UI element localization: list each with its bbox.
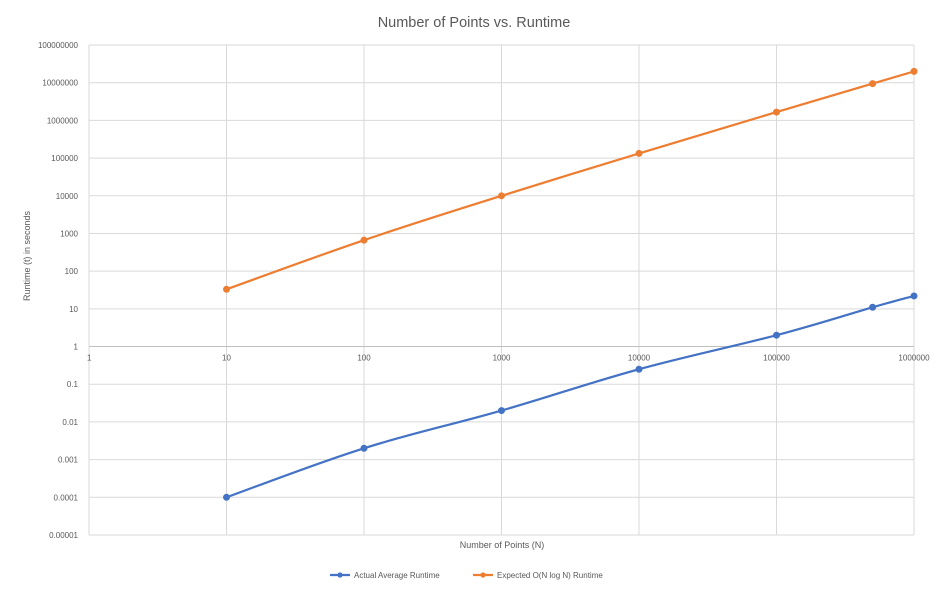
data-point	[223, 493, 230, 501]
data-point	[360, 444, 368, 452]
series-line	[225, 294, 916, 499]
series-0	[223, 292, 918, 501]
data-point	[635, 149, 643, 157]
y-tick-label: 0.001	[58, 456, 79, 465]
legend-item: Actual Average Runtime	[330, 571, 440, 580]
series-layer	[223, 67, 918, 501]
legend: Actual Average Runtime Expected O(N log N…	[330, 571, 603, 580]
y-axis-tick-labels: 0.00001 0.0001 0.001 0.01 0.1 1 10 100 1000 10000…	[38, 41, 79, 540]
data-point	[773, 331, 780, 339]
data-point	[498, 192, 505, 200]
y-tick-label: 1000000	[47, 116, 79, 125]
vertical-gridlines	[88, 45, 915, 535]
data-point	[910, 67, 918, 75]
y-tick-label: 10000000	[42, 79, 78, 88]
data-point	[910, 292, 918, 300]
y-tick-label: 0.00001	[49, 531, 78, 540]
y-tick-label: 0.01	[62, 418, 78, 427]
legend-swatch-marker	[337, 572, 343, 578]
data-point	[223, 285, 230, 293]
data-point	[498, 407, 505, 415]
data-point	[773, 108, 780, 116]
x-tick-label: 10000	[628, 354, 651, 363]
legend-item: Expected O(N log N) Runtime	[473, 571, 603, 580]
series-line	[225, 70, 916, 291]
x-axis-tick-labels: 1 10 100 1000 10000 100000 1000000	[87, 354, 930, 363]
x-tick-label: 1	[87, 354, 92, 363]
x-tick-label: 1000000	[898, 354, 930, 363]
y-tick-label: 100000	[51, 154, 78, 163]
x-tick-label: 10	[222, 354, 231, 363]
y-tick-label: 0.0001	[54, 493, 79, 502]
y-tick-label: 100000000	[38, 41, 79, 50]
series-1	[223, 67, 918, 293]
y-tick-label: 1	[74, 343, 79, 352]
x-tick-label: 1000	[493, 354, 511, 363]
data-point	[869, 80, 877, 88]
x-tick-label: 100000	[763, 354, 790, 363]
y-tick-label: 0.1	[67, 380, 79, 389]
legend-swatch-marker	[480, 572, 486, 578]
data-point	[635, 365, 643, 373]
chart-title: Number of Points vs. Runtime	[378, 15, 571, 31]
y-tick-label: 1000	[60, 229, 78, 238]
legend-label: Expected O(N log N) Runtime	[497, 571, 603, 580]
x-tick-label: 100	[357, 354, 371, 363]
y-tick-label: 100	[65, 267, 79, 276]
y-tick-label: 10000	[56, 192, 79, 201]
y-tick-label: 10	[69, 305, 78, 314]
data-point	[360, 236, 368, 244]
data-point	[869, 303, 877, 311]
legend-label: Actual Average Runtime	[354, 571, 440, 580]
y-axis-label: Runtime (t) in seconds	[22, 210, 32, 301]
x-axis-label: Number of Points (N)	[460, 540, 545, 550]
